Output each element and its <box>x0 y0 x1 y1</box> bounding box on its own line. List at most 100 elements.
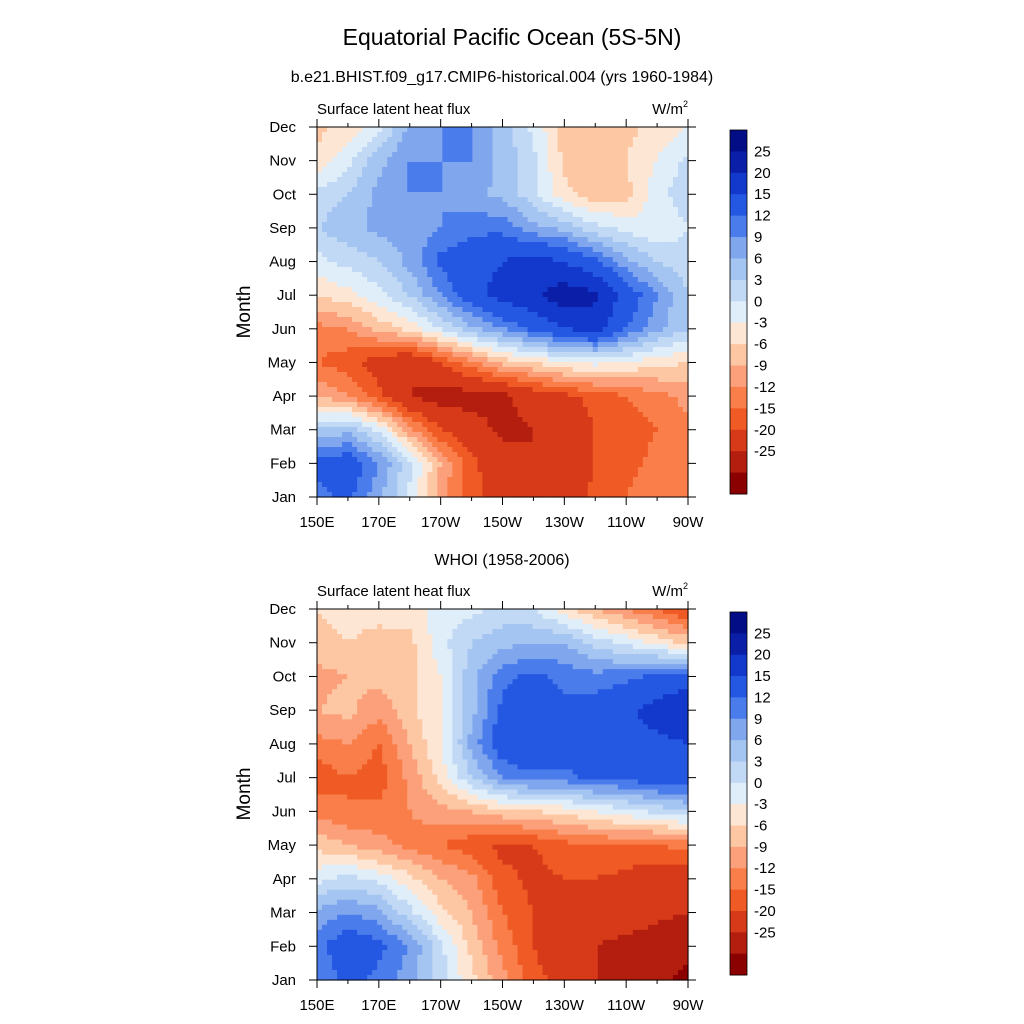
contour-cell <box>612 217 619 223</box>
contour-cell <box>507 272 514 278</box>
contour-cell <box>327 402 333 408</box>
contour-cell <box>537 167 544 173</box>
contour-cell <box>322 392 328 398</box>
contour-cell <box>597 162 604 168</box>
contour-cell <box>552 192 559 198</box>
contour-cell <box>477 222 484 228</box>
contour-cell <box>442 317 448 323</box>
contour-cell <box>397 157 403 163</box>
contour-cell <box>332 177 338 183</box>
contour-cell <box>362 382 368 388</box>
contour-cell <box>587 127 594 133</box>
contour-cell <box>592 327 599 333</box>
contour-cell <box>322 417 328 423</box>
contour-cell <box>522 402 529 408</box>
contour-cell <box>507 222 514 228</box>
contour-cell <box>392 127 398 133</box>
contour-cell <box>447 337 453 343</box>
contour-cell <box>467 247 474 253</box>
contour-cell <box>407 342 413 348</box>
contour-cell <box>362 217 368 223</box>
contour-cell <box>447 382 453 388</box>
contour-cell <box>567 262 574 268</box>
contour-cell <box>447 452 453 458</box>
contour-cell <box>507 397 514 403</box>
contour-cell <box>417 202 423 208</box>
contour-cell <box>637 372 644 378</box>
contour-cell <box>572 137 579 143</box>
contour-cell <box>632 142 639 148</box>
contour-cell <box>482 357 489 363</box>
contour-cell <box>482 347 489 353</box>
contour-cell <box>672 302 679 308</box>
contour-cell <box>592 232 599 238</box>
contour-cell <box>537 352 544 358</box>
contour-cell <box>362 282 368 288</box>
contour-cell <box>597 217 604 223</box>
contour-cell <box>557 387 564 393</box>
contour-cell <box>462 152 468 158</box>
contour-cell <box>332 232 338 238</box>
contour-cell <box>367 137 373 143</box>
contour-cell <box>332 427 338 433</box>
contour-cell <box>387 127 393 133</box>
contour-cell <box>492 172 499 178</box>
contour-cell <box>407 252 413 258</box>
contour-cell <box>572 447 579 453</box>
contour-cell <box>572 337 579 343</box>
contour-cell <box>432 397 438 403</box>
contour-cell <box>467 417 474 423</box>
contour-cell <box>377 212 383 218</box>
contour-cell <box>487 147 494 153</box>
contour-cell <box>607 432 614 438</box>
contour-cell <box>627 152 634 158</box>
contour-cell <box>662 187 669 193</box>
contour-cell <box>592 307 599 313</box>
contour-cell <box>592 302 599 308</box>
contour-cell <box>682 382 689 388</box>
contour-cell <box>472 282 479 288</box>
contour-cell <box>567 127 574 133</box>
contour-cell <box>452 327 458 333</box>
contour-cell <box>337 452 343 458</box>
contour-cell <box>597 352 604 358</box>
contour-cell <box>582 432 589 438</box>
contour-cell <box>522 412 529 418</box>
contour-cell <box>422 432 428 438</box>
contour-cell <box>452 287 458 293</box>
contour-cell <box>432 127 438 133</box>
contour-cell <box>557 237 564 243</box>
contour-cell <box>677 232 684 238</box>
contour-cell <box>397 162 403 168</box>
contour-cell <box>352 342 358 348</box>
contour-cell <box>527 132 534 138</box>
contour-cell <box>382 172 388 178</box>
contour-cell <box>582 357 589 363</box>
contour-cell <box>432 327 438 333</box>
contour-cell <box>567 347 574 353</box>
contour-cell <box>347 127 353 133</box>
contour-cell <box>597 422 604 428</box>
contour-cell <box>362 272 368 278</box>
contour-cell <box>567 217 574 223</box>
contour-cell <box>617 317 624 323</box>
contour-cell <box>422 217 428 223</box>
contour-cell <box>402 327 408 333</box>
contour-cell <box>377 442 383 448</box>
contour-cell <box>322 207 328 213</box>
contour-cell <box>512 192 519 198</box>
contour-cell <box>467 392 474 398</box>
contour-cell <box>417 237 423 243</box>
contour-cell <box>507 142 514 148</box>
contour-cell <box>672 347 679 353</box>
contour-cell <box>612 172 619 178</box>
contour-cell <box>502 367 509 373</box>
contour-cell <box>367 402 373 408</box>
contour-cell <box>392 262 398 268</box>
contour-cell <box>522 127 529 133</box>
contour-cell <box>542 372 549 378</box>
contour-cell <box>482 432 489 438</box>
contour-cell <box>407 202 413 208</box>
contour-cell <box>502 167 509 173</box>
contour-cell <box>502 312 509 318</box>
